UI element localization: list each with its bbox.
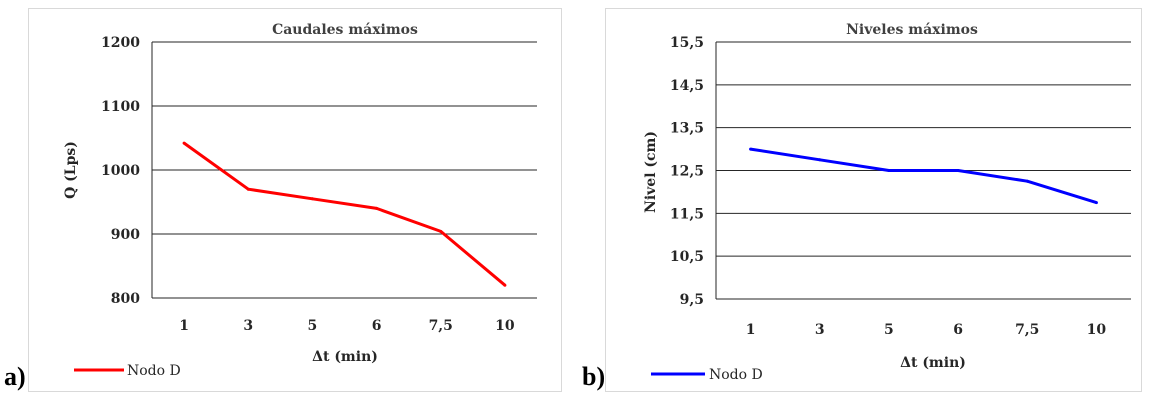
y-tick-label: 15,5 [670,35,704,51]
data-point [439,229,443,233]
y-tick-label: 900 [111,227,140,243]
legend-label: Nodo D [127,363,181,379]
y-tick-label: 800 [111,291,140,307]
panel-label-a: a) [4,362,26,391]
x-tick-label: 3 [815,322,825,338]
data-point [310,197,314,201]
data-point [1025,179,1029,183]
series-line-nodo-d [183,141,506,287]
x-tick-label: 7,5 [429,318,453,334]
y-tick-label: 9,5 [680,292,704,308]
data-point [887,169,891,172]
x-tick-label: 10 [1087,322,1107,338]
panel-label-b: b) [582,362,606,391]
y-tick-label: 1100 [101,99,140,115]
x-axis-title: Δt (min) [312,349,378,365]
x-tick-label: 1 [746,322,756,338]
chart-title: Niveles máximos [846,22,978,38]
series-line-nodo-d [750,147,1097,205]
chart-title: Caudales máximos [272,22,418,38]
data-point [749,147,753,151]
data-point [182,141,186,145]
y-axis-title: Q (Lps) [63,141,79,199]
data-point [818,158,822,162]
x-tick-label: 10 [495,318,515,334]
y-tick-label: 12,5 [670,164,704,180]
y-axis-title: Nivel (cm) [643,131,659,213]
data-point [246,187,250,191]
y-tick-label: 10,5 [670,249,704,265]
data-point [503,283,507,287]
chart-panel-b [605,8,1142,392]
x-axis-title: Δt (min) [900,355,966,371]
data-point [956,169,960,172]
data-point [1094,201,1098,205]
x-tick-label: 3 [243,318,253,334]
y-tick-label: 11,5 [670,206,704,222]
x-tick-label: 6 [953,322,963,338]
x-tick-label: 7,5 [1015,322,1039,338]
legend-label: Nodo D [709,367,763,383]
data-point [375,206,379,210]
y-tick-label: 13,5 [670,121,704,137]
chart-panel-a [28,8,562,392]
y-tick-label: 1200 [101,35,140,51]
x-tick-label: 6 [372,318,382,334]
x-tick-label: 5 [884,322,894,338]
y-tick-label: 14,5 [670,78,704,94]
y-tick-label: 1000 [101,163,140,179]
x-tick-label: 1 [179,318,189,334]
x-tick-label: 5 [308,318,318,334]
